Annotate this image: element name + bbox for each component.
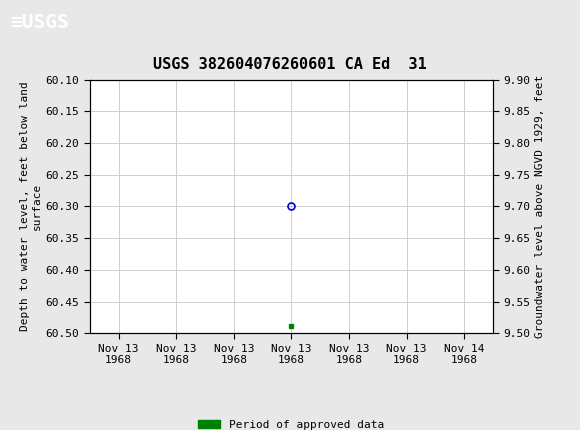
- Y-axis label: Groundwater level above NGVD 1929, feet: Groundwater level above NGVD 1929, feet: [535, 75, 545, 338]
- Y-axis label: Depth to water level, feet below land
surface: Depth to water level, feet below land su…: [20, 82, 42, 331]
- Text: ≡USGS: ≡USGS: [10, 13, 69, 32]
- Text: USGS 382604076260601 CA Ed  31: USGS 382604076260601 CA Ed 31: [153, 57, 427, 72]
- Legend: Period of approved data: Period of approved data: [194, 415, 389, 430]
